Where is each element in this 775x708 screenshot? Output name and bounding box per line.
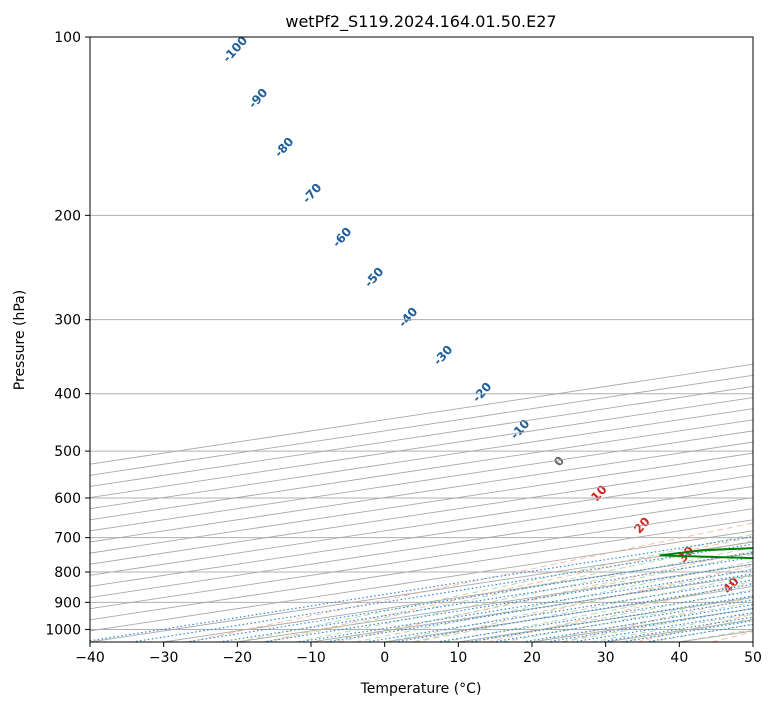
moist-adiabat	[443, 582, 753, 642]
x-tick-label: −20	[223, 650, 253, 666]
moist-adiabat	[237, 533, 753, 642]
y-tick-label: 400	[54, 387, 81, 403]
moist-adiabat	[384, 568, 753, 642]
x-tick-label: −10	[296, 650, 326, 666]
mixing-ratio-line	[90, 535, 753, 642]
mixing-ratio-line	[131, 543, 753, 642]
x-tick-label: 20	[523, 650, 541, 666]
mixing-ratio-line	[436, 590, 753, 642]
x-tick-label: 50	[744, 650, 762, 666]
isotherm-line	[90, 519, 753, 621]
x-tick-label: 10	[449, 650, 467, 666]
x-tick-label: 0	[380, 650, 389, 666]
isotherm-line	[90, 497, 753, 599]
moist-adiabat	[473, 589, 753, 642]
y-tick-label: 200	[54, 208, 81, 224]
y-tick-label: 100	[54, 30, 81, 46]
y-tick-label: 500	[54, 444, 81, 460]
x-tick-label: −40	[75, 650, 105, 666]
isotherm-line	[90, 530, 753, 632]
moist-adiabat	[266, 540, 753, 642]
y-tick-label: 300	[54, 313, 81, 329]
mixing-ratio-line	[394, 583, 753, 642]
isotherm-line	[752, 641, 753, 642]
isotherm-line	[90, 441, 753, 543]
background-lines	[90, 37, 753, 642]
x-tick-label: 40	[670, 650, 688, 666]
y-tick-label: 800	[54, 565, 81, 581]
y-tick-label: 1000	[45, 622, 81, 638]
y-tick-label: 900	[54, 595, 81, 611]
x-axis-label: Temperature (°C)	[360, 681, 482, 697]
y-tick-label: 700	[54, 531, 81, 547]
y-axis: 100 200 300 400 500 600 700 800 900 1000	[45, 30, 90, 638]
y-tick-label: 600	[54, 491, 81, 507]
x-tick-label: −30	[149, 650, 179, 666]
plot-background	[90, 37, 753, 642]
moist-adiabat	[355, 560, 753, 642]
y-axis-label: Pressure (hPa)	[12, 290, 28, 390]
isotherm-line	[90, 474, 753, 576]
plot-frame	[89, 36, 754, 643]
isotherm-line	[90, 452, 753, 554]
isotherm-line	[90, 463, 753, 565]
x-tick-label: 30	[597, 650, 615, 666]
mixing-ratio-line	[365, 579, 753, 642]
isotherm-line	[90, 485, 753, 587]
chart-title: wetPf2_S119.2024.164.01.50.E27	[285, 12, 556, 32]
moist-adiabat	[531, 601, 753, 642]
x-axis: −40 −30 −20 −10 0 10 20 30 40 50	[75, 642, 762, 666]
isotherm-line	[90, 508, 753, 610]
